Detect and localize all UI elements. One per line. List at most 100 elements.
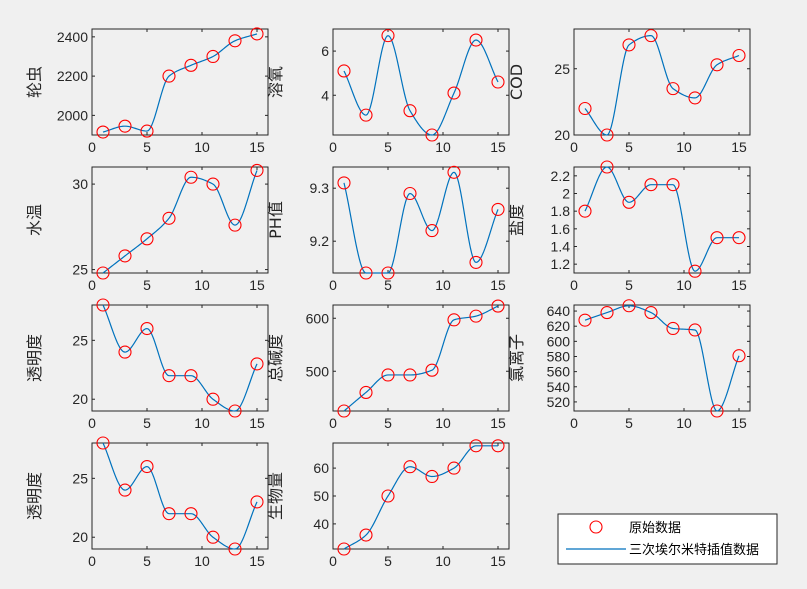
y-tick-label: 2.2 [551,168,571,184]
y-tick-label: 500 [306,363,330,379]
data-point-marker [666,178,680,192]
x-tick-label: 10 [435,415,451,431]
x-tick-label: 10 [194,277,210,293]
y-tick-label: 25 [72,332,88,348]
x-tick-label: 0 [88,553,96,569]
data-point-marker [162,69,176,83]
x-tick-label: 15 [490,139,506,155]
x-tick-label: 10 [194,139,210,155]
x-tick-label: 0 [329,139,337,155]
y-axis-label: 氯离子 [507,334,526,382]
x-tick-label: 15 [490,277,506,293]
data-point-marker [622,299,636,313]
x-tick-label: 5 [625,415,633,431]
data-point-marker [250,357,264,371]
y-tick-label: 25 [72,262,88,278]
y-tick-label: 4 [321,87,329,103]
legend-label-interpolated: 三次埃尔米特插值数据 [629,542,759,558]
data-point-marker [359,385,373,400]
data-point-marker [622,195,636,209]
data-point-marker [184,369,198,383]
data-point-marker [469,309,483,323]
data-point-marker [184,58,198,72]
y-tick-label: 600 [306,310,330,326]
plot-area [332,304,510,412]
y-axis-label: 生物量 [266,472,285,520]
data-point-marker [118,249,132,263]
legend-marker-circle [589,520,603,534]
data-point-marker [600,128,614,142]
y-tick-label: 9.2 [310,233,330,249]
y-tick-label: 1.6 [551,221,571,237]
x-tick-label: 5 [384,139,392,155]
y-tick-label: 560 [547,364,571,380]
interpolated-series-line [102,33,258,133]
data-point-marker [688,91,702,105]
x-tick-label: 10 [194,415,210,431]
data-point-marker [337,176,351,190]
y-tick-label: 600 [547,333,571,349]
x-tick-label: 15 [249,139,265,155]
data-point-marker [578,313,592,327]
interpolated-series-line [343,171,499,274]
x-tick-label: 0 [329,277,337,293]
x-tick-label: 0 [88,277,96,293]
interpolated-series-line [343,305,499,412]
x-tick-label: 10 [676,277,692,293]
x-tick-label: 15 [249,553,265,569]
interpolated-series-line [343,445,498,550]
subplot-3: 0 5 10 15 20 25 COD [507,28,751,155]
y-axis-label: 总碱度 [266,334,285,382]
data-point-marker [140,460,154,474]
data-point-marker [644,178,658,192]
data-point-marker [118,483,132,497]
y-tick-label: 2000 [57,107,88,123]
data-point-marker [644,29,658,43]
data-point-marker [359,528,373,542]
x-tick-label: 5 [384,415,392,431]
interpolated-series-line [584,166,739,272]
x-tick-label: 15 [731,277,747,293]
subplot-7: 0 5 10 15 20 25 透明度 [25,298,269,431]
y-tick-label: 60 [313,460,329,476]
plot-area [332,442,510,550]
data-point-marker [425,224,439,238]
y-tick-label: 40 [313,516,329,532]
y-tick-label: 20 [72,391,88,407]
data-point-marker [688,264,702,278]
data-point-marker [250,27,264,41]
data-point-marker [491,439,505,453]
subplot-5: 0 5 10 15 9.2 9.3 PH值 [266,165,510,293]
subplot-11: 0 5 10 15 40 50 60 生物量 [266,439,510,569]
x-tick-label: 15 [249,277,265,293]
x-tick-label: 15 [731,415,747,431]
data-point-marker [162,211,176,225]
x-tick-label: 15 [490,415,506,431]
data-point-marker [228,542,242,556]
x-tick-label: 10 [435,277,451,293]
y-tick-label: 1.4 [551,239,571,255]
y-tick-label: 50 [313,488,329,504]
y-axis-label: COD [507,64,526,100]
data-point-marker [469,33,483,47]
interpolated-series-line [584,35,740,136]
data-point-marker [184,507,198,521]
legend-box [557,513,778,565]
data-point-marker [447,86,461,100]
data-point-marker [425,128,439,142]
y-tick-label: 30 [72,176,88,192]
data-point-marker [666,321,680,336]
data-point-marker [491,202,505,216]
data-point-marker [666,82,680,96]
y-axis-label: 水温 [25,204,44,236]
data-point-marker [96,125,110,139]
y-tick-label: 620 [547,318,571,334]
data-point-marker [578,204,592,218]
data-point-marker [710,404,724,418]
x-tick-label: 10 [435,553,451,569]
y-tick-label: 540 [547,379,571,395]
data-point-marker [337,64,351,78]
data-point-marker [710,58,724,72]
data-point-marker [228,34,242,48]
